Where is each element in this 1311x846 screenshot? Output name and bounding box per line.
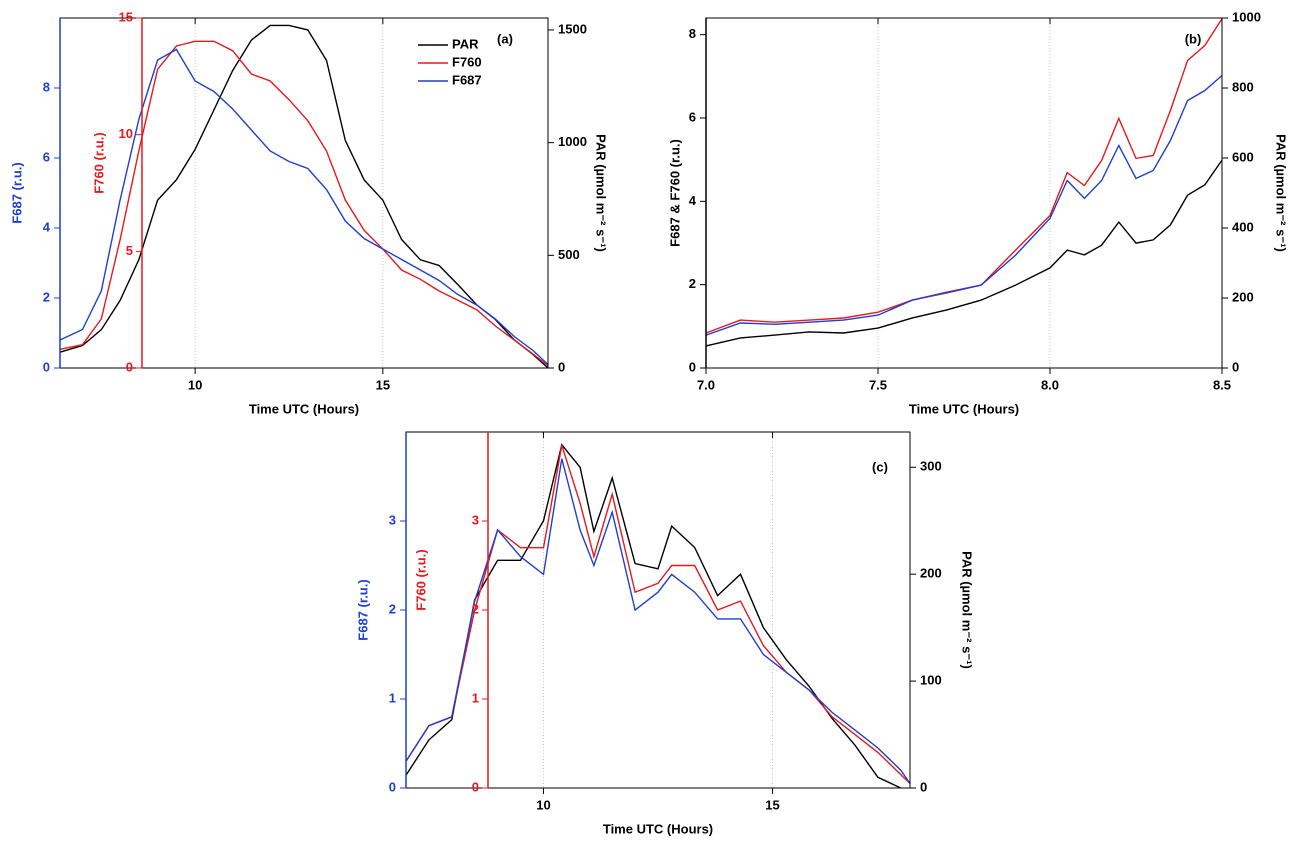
plot-frame bbox=[705, 17, 1223, 369]
y-tick-label: 3 bbox=[389, 512, 396, 527]
series-line bbox=[705, 74, 1223, 336]
legend-label: F760 bbox=[452, 54, 482, 69]
series-line bbox=[705, 159, 1223, 347]
y-tick-label: 8 bbox=[43, 79, 50, 94]
y-tick-label: 2 bbox=[389, 601, 396, 616]
y2-tick-label: 400 bbox=[1232, 219, 1254, 234]
x-tick-label: 7.0 bbox=[697, 377, 715, 392]
y3-axis-label: F760 (r.u.) bbox=[413, 549, 428, 610]
y3-axis-label: F760 (r.u.) bbox=[91, 132, 106, 193]
x-tick-label: 15 bbox=[376, 377, 390, 392]
y2-tick-label: 1000 bbox=[1232, 9, 1261, 24]
y3-tick-label: 1 bbox=[472, 690, 479, 705]
y2-tick-label: 0 bbox=[1232, 359, 1239, 374]
y-axis-label: F687 & F760 (r.u.) bbox=[667, 139, 682, 247]
y2-tick-label: 300 bbox=[920, 459, 942, 474]
y2-tick-label: 600 bbox=[1232, 149, 1254, 164]
x-tick-label: 10 bbox=[188, 377, 202, 392]
series-line bbox=[405, 443, 902, 789]
x-tick-label: 15 bbox=[765, 797, 779, 812]
y-tick-label: 0 bbox=[689, 359, 696, 374]
y2-tick-label: 500 bbox=[558, 247, 580, 262]
y2-axis-label: PAR (µmol m⁻² s⁻¹) bbox=[1274, 134, 1289, 252]
plot-frame bbox=[59, 17, 549, 369]
y2-tick-label: 800 bbox=[1232, 79, 1254, 94]
series-line bbox=[59, 40, 549, 367]
y2-tick-label: 100 bbox=[920, 673, 942, 688]
panel-label: (b) bbox=[1185, 31, 1202, 46]
panel-label: (a) bbox=[497, 31, 513, 46]
y2-tick-label: 0 bbox=[920, 779, 927, 794]
x-axis-label: Time UTC (Hours) bbox=[603, 821, 713, 836]
x-tick-label: 8.0 bbox=[1041, 377, 1059, 392]
legend-label: F687 bbox=[452, 72, 482, 87]
series-line bbox=[405, 445, 911, 785]
y-tick-label: 4 bbox=[689, 193, 697, 208]
y2-axis-label: PAR (µmol m⁻² s⁻¹) bbox=[960, 551, 975, 669]
y-tick-label: 2 bbox=[43, 289, 50, 304]
y-tick-label: 2 bbox=[689, 276, 696, 291]
y2-axis-label: PAR (µmol m⁻² s⁻¹) bbox=[594, 134, 609, 252]
x-tick-label: 8.5 bbox=[1213, 377, 1231, 392]
y-tick-label: 0 bbox=[43, 359, 50, 374]
x-tick-label: 10 bbox=[536, 797, 550, 812]
y3-tick-label: 0 bbox=[126, 359, 133, 374]
plot-frame bbox=[405, 431, 911, 789]
x-axis-label: Time UTC (Hours) bbox=[249, 401, 359, 416]
y3-tick-label: 3 bbox=[472, 512, 479, 527]
y-tick-label: 1 bbox=[389, 690, 396, 705]
y2-tick-label: 200 bbox=[1232, 289, 1254, 304]
y3-tick-label: 0 bbox=[472, 779, 479, 794]
y3-tick-label: 5 bbox=[126, 243, 133, 258]
y2-tick-label: 0 bbox=[558, 359, 565, 374]
y-tick-label: 4 bbox=[43, 219, 51, 234]
y2-tick-label: 1000 bbox=[558, 134, 587, 149]
series-line bbox=[405, 458, 911, 784]
y2-tick-label: 200 bbox=[920, 566, 942, 581]
series-line bbox=[705, 18, 1223, 334]
panel-label: (c) bbox=[872, 459, 888, 474]
y-tick-label: 6 bbox=[689, 109, 696, 124]
y-tick-label: 6 bbox=[43, 149, 50, 164]
y3-tick-label: 15 bbox=[119, 9, 133, 24]
legend-label: PAR bbox=[452, 36, 479, 51]
y-axis-label: F687 (r.u.) bbox=[9, 162, 24, 223]
y3-tick-label: 2 bbox=[472, 601, 479, 616]
x-axis-label: Time UTC (Hours) bbox=[909, 401, 1019, 416]
y-tick-label: 8 bbox=[689, 26, 696, 41]
y-tick-label: 0 bbox=[389, 779, 396, 794]
series-line bbox=[59, 48, 549, 366]
y-axis-label: F687 (r.u.) bbox=[355, 579, 370, 640]
series-line bbox=[59, 24, 549, 369]
x-tick-label: 7.5 bbox=[869, 377, 887, 392]
y2-tick-label: 1500 bbox=[558, 21, 587, 36]
y3-tick-label: 10 bbox=[119, 126, 133, 141]
